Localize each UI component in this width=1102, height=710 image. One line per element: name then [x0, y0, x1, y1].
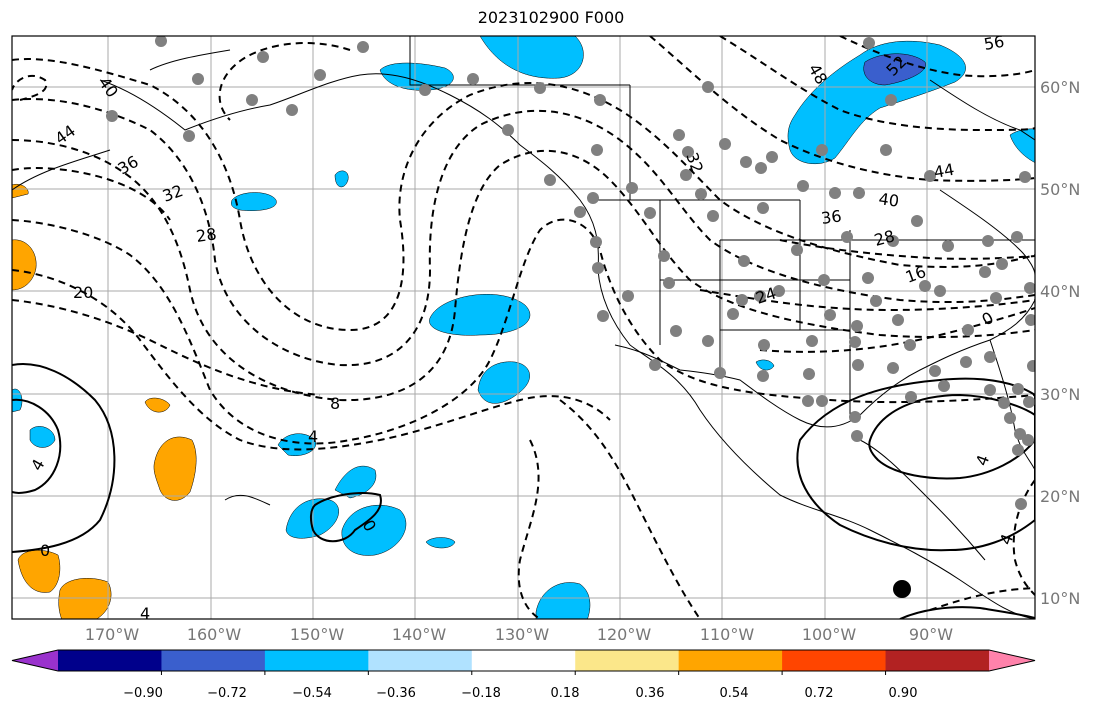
colorbar-tick-label: −0.18 — [461, 686, 501, 701]
colorbar-segment — [575, 650, 680, 671]
anomaly-blob — [58, 578, 112, 619]
colorbar-tick-label: −0.72 — [207, 686, 247, 701]
map-area: 40 44 36 32 28 20 8 4 4 0 0 4 24 16 36 4… — [12, 32, 1035, 623]
contour-label: 0 — [40, 541, 50, 560]
contour-label: 40 — [877, 189, 900, 211]
anomaly-blob — [231, 192, 277, 211]
map-title: 2023102900 F000 — [477, 8, 625, 27]
colorbar-tick-label: 0.90 — [889, 686, 918, 701]
lon-label: 100°W — [802, 625, 857, 644]
lat-label: 20°N — [1040, 487, 1080, 506]
colorbar-extend-low — [12, 650, 58, 671]
contour-label: 28 — [872, 226, 897, 250]
shaded-anomaly-regions — [12, 36, 1035, 619]
lon-label: 90°W — [909, 625, 953, 644]
contour-label: 4 — [140, 604, 150, 623]
colorbar-tick-label: 0.18 — [551, 686, 580, 701]
contour-label: 4 — [308, 427, 318, 446]
lon-label: 130°W — [495, 625, 550, 644]
lat-label: 50°N — [1040, 180, 1080, 199]
lat-label: 60°N — [1040, 78, 1080, 97]
colorbar-tick-label: −0.54 — [292, 686, 332, 701]
lat-label: 30°N — [1040, 385, 1080, 404]
anomaly-blob — [429, 294, 531, 336]
colorbar-segment — [161, 650, 266, 671]
positive-contours — [12, 363, 1035, 619]
longitude-labels: 170°W 160°W 150°W 140°W 130°W 120°W 110°… — [85, 625, 953, 644]
contour-label: 44 — [51, 121, 79, 148]
colorbar-tick-label: 0.54 — [720, 686, 749, 701]
lat-label: 10°N — [1040, 589, 1080, 608]
colorbar-outline — [11, 649, 1036, 672]
colorbar-segment — [471, 650, 576, 671]
contour-label: 56 — [982, 32, 1005, 54]
contour-label: 36 — [820, 206, 843, 228]
colorbar-tick-labels: −0.90 −0.72 −0.54 −0.36 −0.18 0.18 0.36 … — [123, 686, 917, 701]
colorbar-tick-label: −0.36 — [376, 686, 416, 701]
anomaly-blob — [144, 397, 171, 413]
anomaly-blob — [334, 170, 349, 188]
anomaly-blob — [535, 582, 591, 619]
colorbar-tick-label: 0.36 — [636, 686, 665, 701]
anomaly-blob — [17, 550, 61, 593]
colorbar-segment — [885, 650, 990, 671]
colorbar-segment — [58, 650, 162, 671]
contour-label: 4 — [972, 452, 993, 468]
contour-label: 4 — [27, 456, 49, 474]
anomaly-blob — [29, 426, 56, 448]
lon-label: 160°W — [187, 625, 242, 644]
map-frame — [11, 35, 1036, 620]
contour-label: 32 — [160, 181, 186, 206]
colorbar-tick-label: −0.90 — [123, 686, 163, 701]
contour-label: 40 — [95, 73, 122, 101]
anomaly-blob — [477, 361, 530, 404]
anomaly-blob — [479, 36, 584, 79]
anomaly-blob — [277, 433, 317, 456]
latitude-labels: 60°N 50°N 40°N 30°N 20°N 10°N — [1040, 78, 1080, 608]
anomaly-blob — [755, 359, 775, 371]
colorbar-segment — [264, 650, 369, 671]
contour-label: 0 — [979, 308, 997, 330]
observation-stations — [106, 36, 1035, 510]
lon-label: 110°W — [700, 625, 755, 644]
colorbar-tick-label: 0.72 — [805, 686, 834, 701]
colorbar — [11, 649, 1036, 675]
black-station-marker — [893, 580, 911, 598]
contour-labels: 40 44 36 32 28 20 8 4 4 0 0 4 24 16 36 4… — [27, 32, 1017, 623]
anomaly-blob — [12, 239, 37, 291]
colorbar-segment — [678, 650, 783, 671]
contour-label: 8 — [330, 394, 340, 413]
contour-label: 20 — [73, 283, 93, 302]
lon-label: 170°W — [85, 625, 140, 644]
anomaly-blob — [285, 498, 339, 539]
anomaly-blob — [425, 537, 456, 549]
contour-label: 36 — [115, 152, 142, 179]
lon-label: 140°W — [392, 625, 447, 644]
colorbar-segment — [368, 650, 473, 671]
anomaly-blob — [341, 504, 407, 556]
anomaly-blob — [12, 184, 29, 199]
anomaly-blob — [379, 62, 454, 91]
anomaly-blob — [153, 436, 197, 501]
lon-label: 120°W — [597, 625, 652, 644]
colorbar-segment — [782, 650, 887, 671]
contour-label: 28 — [195, 224, 218, 246]
gridlines — [12, 36, 1035, 619]
coastlines — [12, 36, 1035, 619]
contour-label: 44 — [932, 160, 955, 182]
colorbar-extend-high — [989, 650, 1035, 671]
negative-contours — [12, 36, 1035, 619]
anomaly-blob — [863, 53, 926, 86]
lon-label: 150°W — [290, 625, 345, 644]
lat-label: 40°N — [1040, 282, 1080, 301]
